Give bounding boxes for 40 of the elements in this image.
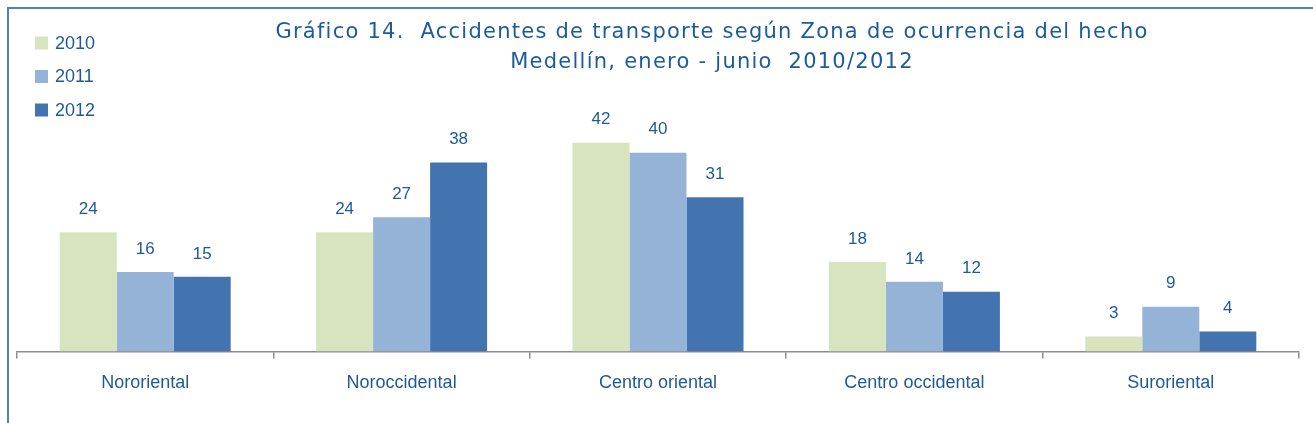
x-tick-label: Nororiental — [101, 372, 190, 393]
bar — [373, 217, 431, 352]
bar — [686, 197, 744, 352]
bar — [942, 291, 1000, 352]
data-label: 38 — [449, 129, 469, 149]
data-label: 27 — [392, 183, 412, 203]
bar — [430, 162, 488, 352]
legend-label: 2011 — [55, 66, 94, 87]
bar — [629, 152, 687, 352]
data-label: 18 — [847, 228, 867, 248]
bar — [1142, 306, 1200, 352]
x-tick-label: Centro occidental — [844, 372, 985, 393]
data-label: 24 — [335, 198, 355, 218]
data-label: 31 — [705, 164, 725, 184]
legend-label: 2012 — [55, 99, 96, 120]
bar — [885, 281, 943, 352]
data-label: 4 — [1223, 298, 1233, 318]
data-label: 24 — [78, 198, 98, 218]
bar — [828, 261, 886, 352]
bar — [116, 271, 174, 352]
legend-label: 2010 — [55, 32, 96, 53]
bar — [59, 232, 117, 352]
x-tick-label: Suroriental — [1127, 372, 1215, 393]
data-label: 9 — [1166, 273, 1176, 293]
data-label: 16 — [135, 238, 155, 258]
data-label: 3 — [1109, 303, 1119, 323]
bar — [1199, 331, 1257, 352]
bar — [1085, 336, 1143, 352]
bar — [572, 142, 630, 352]
x-tick-label: Noroccidental — [346, 372, 457, 393]
bar — [173, 276, 231, 352]
data-label: 40 — [648, 119, 668, 139]
data-label: 42 — [591, 109, 611, 129]
chart-title: Gráfico 14. Accidentes de transporte según Zona de ocurrencia del hecho — [274, 18, 1150, 45]
bar — [316, 232, 374, 352]
chart-subtitle: Medellín, enero - junio 2010/2012 — [509, 48, 915, 75]
x-tick-label: Centro oriental — [598, 372, 718, 393]
data-label: 12 — [961, 258, 981, 278]
data-label: 15 — [192, 243, 212, 263]
data-label: 14 — [904, 248, 924, 268]
